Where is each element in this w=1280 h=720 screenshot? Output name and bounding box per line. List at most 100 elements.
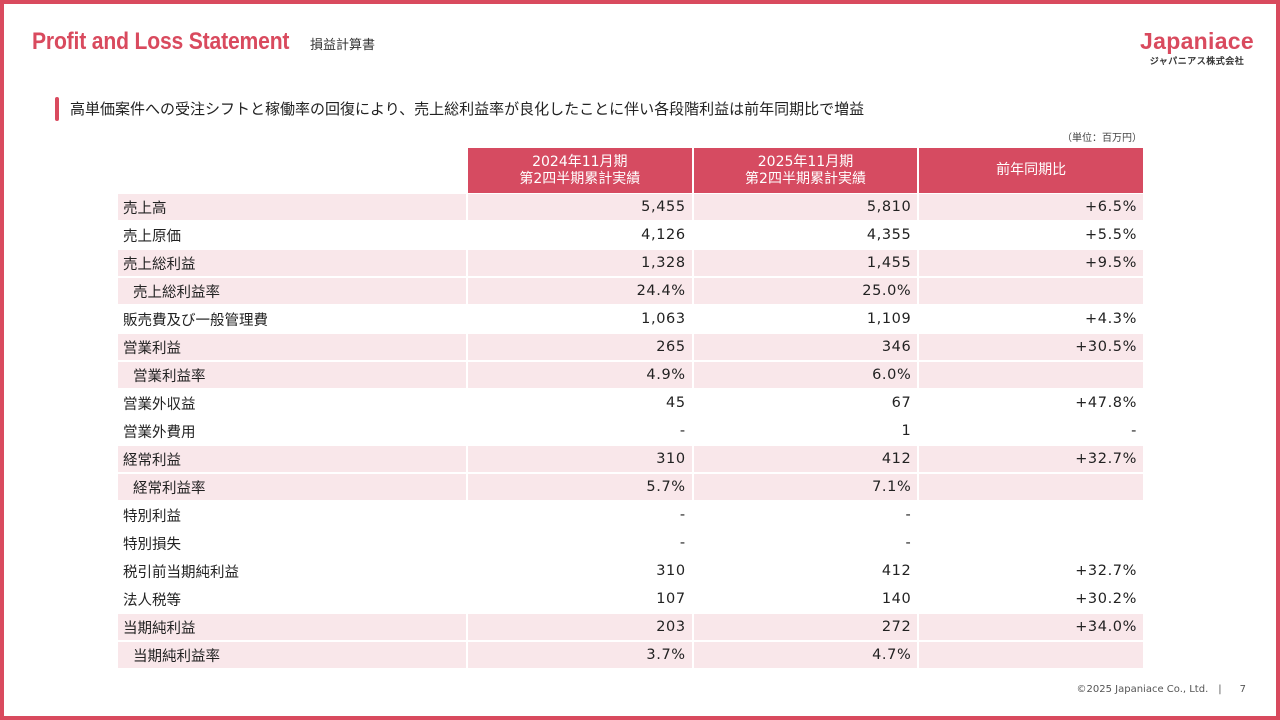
value-2024: 1,063 xyxy=(466,305,692,333)
row-label: 売上原価 xyxy=(118,221,467,249)
table-row: 特別利益 - - xyxy=(118,501,1143,529)
table-row: 法人税等 107 140 +30.2% xyxy=(118,585,1143,613)
logo-wordmark: Japaniace xyxy=(1140,28,1254,54)
value-2024: - xyxy=(466,529,692,557)
row-label: 営業外収益 xyxy=(118,389,467,417)
value-2025: 67 xyxy=(691,389,918,417)
row-label: 特別利益 xyxy=(118,501,467,529)
value-2024: 203 xyxy=(466,613,692,641)
table-row: 売上総利益率 24.4% 25.0% xyxy=(118,277,1143,305)
value-2025: 412 xyxy=(691,557,918,585)
title-block: Profit and Loss Statement 損益計算書 xyxy=(32,28,375,56)
value-yoy: +32.7% xyxy=(917,445,1143,473)
value-2024: - xyxy=(466,417,692,445)
value-2025: 4.7% xyxy=(691,641,918,669)
table-row: 経常利益率 5.7% 7.1% xyxy=(118,473,1143,501)
value-2024: 5.7% xyxy=(466,473,692,501)
table-row: 税引前当期純利益 310 412 +32.7% xyxy=(118,557,1143,585)
value-2025: 1 xyxy=(691,417,918,445)
value-yoy: +30.2% xyxy=(917,585,1143,613)
headline-accent-bar xyxy=(55,97,59,121)
value-yoy: - xyxy=(917,417,1143,445)
copyright-text: ©2025 Japaniace Co., Ltd. xyxy=(1076,684,1209,695)
table-row: 特別損失 - - xyxy=(118,529,1143,557)
table-header-row: 2024年11月期 第2四半期累計実績 2025年11月期 第2四半期累計実績 … xyxy=(118,148,1143,193)
header-2024: 2024年11月期 第2四半期累計実績 xyxy=(466,148,692,193)
value-2025: 25.0% xyxy=(691,277,918,305)
row-label: 営業利益 xyxy=(118,333,467,361)
header-2024-scope: 第2四半期累計実績 xyxy=(519,170,641,187)
value-2025: - xyxy=(691,529,918,557)
page-number: 7 xyxy=(1239,684,1246,695)
value-2025: 7.1% xyxy=(691,473,918,501)
page-subtitle: 損益計算書 xyxy=(310,38,376,53)
value-2024: 1,328 xyxy=(466,249,692,277)
unit-note: （単位：百万円） xyxy=(1062,133,1142,144)
table-row: 経常利益 310 412 +32.7% xyxy=(118,445,1143,473)
row-label: 法人税等 xyxy=(118,585,467,613)
value-2025: 1,109 xyxy=(691,305,918,333)
value-yoy: +6.5% xyxy=(917,193,1143,221)
row-label: 経常利益率 xyxy=(118,473,467,501)
header-2025: 2025年11月期 第2四半期累計実績 xyxy=(691,148,918,193)
table-row: 営業外収益 45 67 +47.8% xyxy=(118,389,1143,417)
value-yoy xyxy=(917,529,1143,557)
table-row: 売上総利益 1,328 1,455 +9.5% xyxy=(118,249,1143,277)
value-yoy: +47.8% xyxy=(917,389,1143,417)
headline-text: 高単価案件への受注シフトと稼働率の回復により、売上総利益率が良化したことに伴い各… xyxy=(70,100,865,118)
logo-subtext: ジャパニアス株式会社 xyxy=(1149,57,1245,67)
pl-table: 2024年11月期 第2四半期累計実績 2025年11月期 第2四半期累計実績 … xyxy=(118,148,1143,669)
footer: ©2025 Japaniace Co., Ltd. | 7 xyxy=(1077,684,1246,695)
value-yoy: +32.7% xyxy=(917,557,1143,585)
value-2024: 265 xyxy=(466,333,692,361)
value-2025: 1,455 xyxy=(691,249,918,277)
row-label: 売上高 xyxy=(118,193,467,221)
value-yoy: +4.3% xyxy=(917,305,1143,333)
value-yoy xyxy=(917,641,1143,669)
row-label: 営業外費用 xyxy=(118,417,467,445)
header-blank-cell xyxy=(118,148,466,193)
value-yoy: +30.5% xyxy=(917,333,1143,361)
row-label: 売上総利益 xyxy=(118,249,467,277)
value-2025: 6.0% xyxy=(691,361,918,389)
row-label: 売上総利益率 xyxy=(118,277,467,305)
value-yoy xyxy=(917,277,1143,305)
header-2025-scope: 第2四半期累計実績 xyxy=(745,170,866,187)
table-row: 当期純利益 203 272 +34.0% xyxy=(118,613,1143,641)
value-2024: 310 xyxy=(466,557,692,585)
row-label: 当期純利益率 xyxy=(118,641,467,669)
value-2025: 412 xyxy=(691,445,918,473)
value-2025: 140 xyxy=(691,585,918,613)
table-row: 営業利益率 4.9% 6.0% xyxy=(118,361,1143,389)
footer-separator: | xyxy=(1218,684,1222,695)
table-row: 売上原価 4,126 4,355 +5.5% xyxy=(118,221,1143,249)
value-2024: 45 xyxy=(466,389,692,417)
value-2025: - xyxy=(691,501,918,529)
value-2024: 24.4% xyxy=(466,277,692,305)
value-yoy: +5.5% xyxy=(917,221,1143,249)
value-2024: - xyxy=(466,501,692,529)
header-yoy: 前年同期比 xyxy=(917,148,1143,193)
value-2024: 4.9% xyxy=(466,361,692,389)
table-row: 営業外費用 - 1 - xyxy=(118,417,1143,445)
row-label: 特別損失 xyxy=(118,529,467,557)
value-2025: 346 xyxy=(691,333,918,361)
value-2024: 5,455 xyxy=(466,193,692,221)
row-label: 税引前当期純利益 xyxy=(118,557,467,585)
header-2025-period: 2025年11月期 xyxy=(757,153,854,170)
row-label: 販売費及び一般管理費 xyxy=(118,305,467,333)
value-2025: 272 xyxy=(691,613,918,641)
row-label: 経常利益 xyxy=(118,445,467,473)
value-2025: 4,355 xyxy=(691,221,918,249)
value-2024: 310 xyxy=(466,445,692,473)
header-2024-period: 2024年11月期 xyxy=(532,153,628,170)
value-yoy: +9.5% xyxy=(917,249,1143,277)
value-yoy: +34.0% xyxy=(917,613,1143,641)
table-row: 販売費及び一般管理費 1,063 1,109 +4.3% xyxy=(118,305,1143,333)
table-row: 営業利益 265 346 +30.5% xyxy=(118,333,1143,361)
row-label: 当期純利益 xyxy=(118,613,467,641)
company-logo: Japaniace ジャパニアス株式会社 xyxy=(1140,28,1254,67)
value-yoy xyxy=(917,501,1143,529)
value-yoy xyxy=(917,473,1143,501)
